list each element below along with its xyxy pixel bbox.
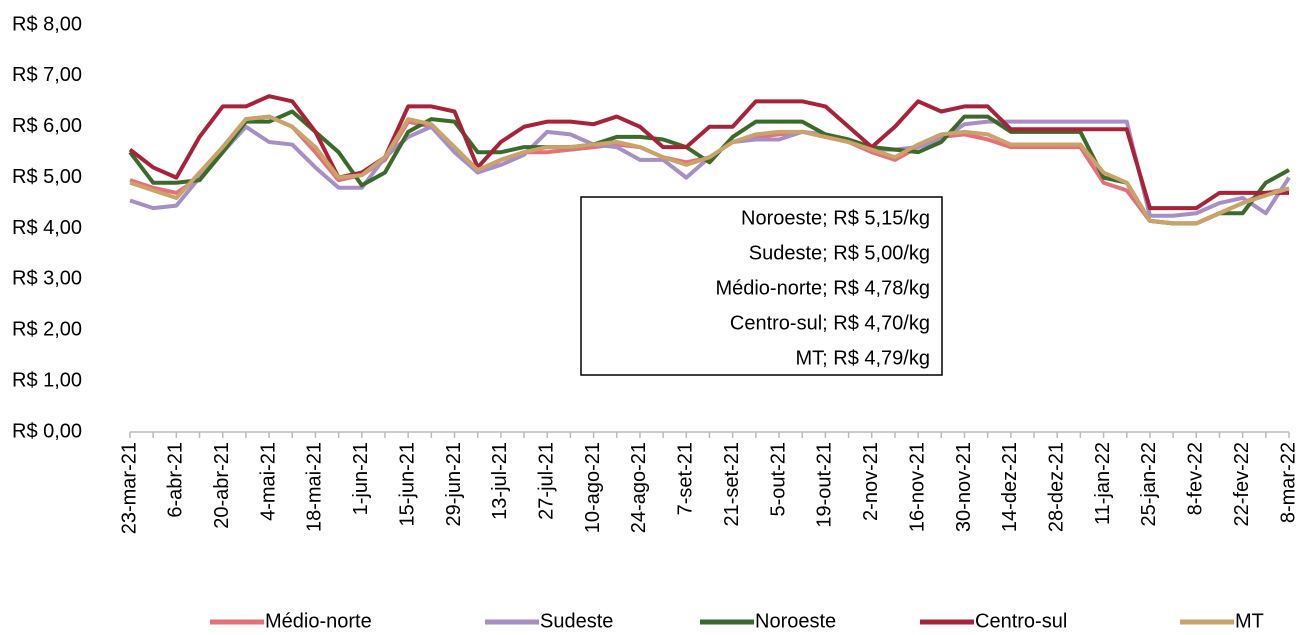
x-tick-label: 4-mai-21 bbox=[257, 442, 279, 521]
x-tick-label: 2-nov-21 bbox=[860, 442, 882, 521]
x-tick-label: 6-abr-21 bbox=[165, 442, 187, 518]
y-tick-label: R$ 6,00 bbox=[12, 115, 82, 137]
y-tick-label: R$ 7,00 bbox=[12, 64, 82, 86]
x-tick-label: 8-fev-22 bbox=[1185, 442, 1207, 515]
y-tick-label: R$ 5,00 bbox=[12, 166, 82, 188]
x-tick-label: 1-jun-21 bbox=[350, 442, 372, 515]
legend-label: Noroeste bbox=[755, 610, 836, 632]
x-tick-label: 14-dez-21 bbox=[999, 442, 1021, 532]
x-tick-label: 18-mai-21 bbox=[304, 442, 326, 532]
y-tick-label: R$ 1,00 bbox=[12, 369, 82, 391]
x-tick-label: 22-fev-22 bbox=[1231, 442, 1253, 527]
x-tick-label: 15-jun-21 bbox=[396, 442, 418, 527]
x-tick-label: 27-jul-21 bbox=[536, 442, 558, 520]
y-tick-label: R$ 8,00 bbox=[12, 13, 82, 35]
y-tick-label: R$ 0,00 bbox=[12, 420, 82, 442]
annotation: Médio-norte; R$ 4,78/kg bbox=[715, 277, 930, 299]
x-tick-label: 13-jul-21 bbox=[489, 442, 511, 520]
legend-label: MT bbox=[1235, 610, 1264, 632]
x-tick-label: 19-out-21 bbox=[814, 442, 836, 528]
x-tick-label: 23-mar-21 bbox=[118, 442, 140, 534]
x-tick-label: 24-ago-21 bbox=[628, 442, 650, 533]
x-tick-label: 20-abr-21 bbox=[211, 442, 233, 529]
x-tick-label: 11-jan-22 bbox=[1092, 442, 1114, 525]
series-line bbox=[128, 94, 1289, 211]
annotation: Centro-sul; R$ 4,70/kg bbox=[730, 312, 930, 334]
x-tick-label: 25-jan-22 bbox=[1138, 442, 1160, 527]
legend-label: Sudeste bbox=[540, 610, 613, 632]
x-tick-label: 8-mar-22 bbox=[1277, 442, 1299, 523]
x-tick-label: 7-set-21 bbox=[675, 442, 697, 515]
y-tick-label: R$ 3,00 bbox=[12, 268, 82, 290]
annotation: MT; R$ 4,79/kg bbox=[795, 347, 930, 369]
x-tick-label: 21-set-21 bbox=[721, 442, 743, 527]
y-tick-label: R$ 2,00 bbox=[12, 319, 82, 341]
x-tick-label: 29-jun-21 bbox=[443, 442, 465, 527]
annotation: Noroeste; R$ 5,15/kg bbox=[741, 207, 930, 229]
annotation-box bbox=[580, 196, 943, 376]
series-line bbox=[129, 114, 1290, 226]
legend-label: Centro-sul bbox=[975, 610, 1067, 632]
x-tick-label: 30-nov-21 bbox=[953, 442, 975, 532]
annotation: Sudeste; R$ 5,00/kg bbox=[749, 242, 930, 264]
legend-label: Médio-norte bbox=[265, 610, 372, 632]
x-tick-label: 10-ago-21 bbox=[582, 442, 604, 533]
x-tick-label: 16-nov-21 bbox=[906, 442, 928, 532]
x-tick-label: 5-out-21 bbox=[767, 442, 789, 517]
y-tick-label: R$ 4,00 bbox=[12, 217, 82, 239]
x-tick-label: 28-dez-21 bbox=[1045, 442, 1067, 532]
